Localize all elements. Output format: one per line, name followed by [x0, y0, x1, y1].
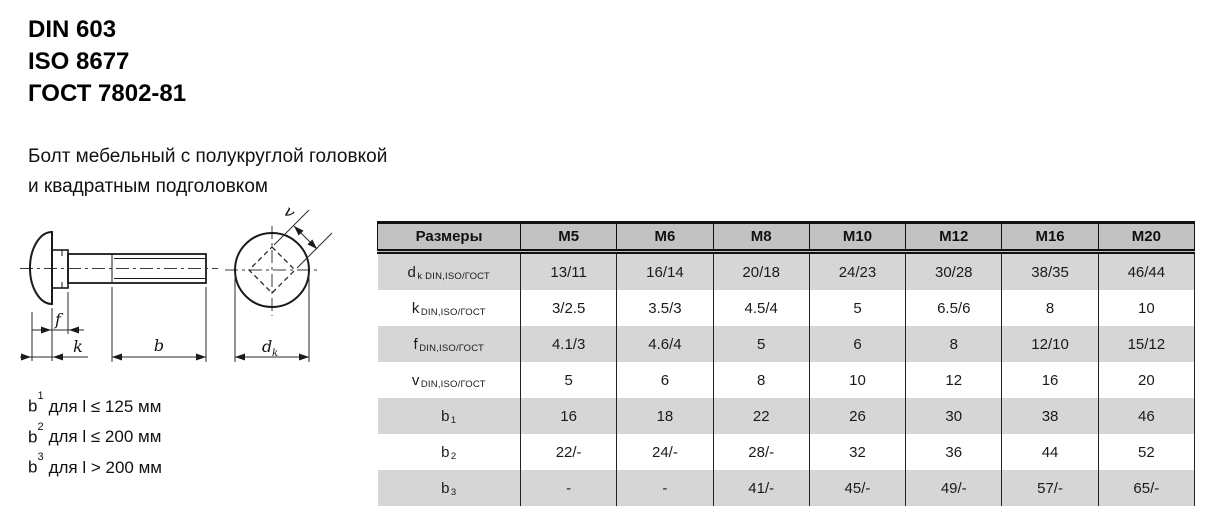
row-label: k DIN,ISO/ГОСТ — [377, 290, 521, 326]
column-header-m6: M6 — [616, 221, 714, 254]
dimension-cell: 41/- — [713, 470, 810, 506]
dimension-cell: 36 — [905, 434, 1003, 470]
dimension-cell: 4.6/4 — [616, 326, 714, 362]
dimension-cell: 24/23 — [809, 251, 907, 290]
column-header-m5: M5 — [520, 221, 618, 254]
dimension-cell: 46/44 — [1098, 251, 1196, 290]
footnote-b3: b3для l > 200 мм — [28, 451, 162, 477]
dimension-cell: 13/11 — [520, 251, 618, 290]
dimension-cell: 16 — [520, 398, 618, 434]
dimension-cell: 38 — [1001, 398, 1099, 434]
column-header-sizes: Размеры — [377, 221, 521, 254]
table-row: v DIN,ISO/ГОСТ 5 6 8 10 12 16 20 — [377, 362, 1196, 398]
standard-iso: ISO 8677 — [28, 48, 130, 75]
dimension-cell: 8 — [713, 362, 810, 398]
standard-gost: ГОСТ 7802-81 — [28, 80, 187, 107]
table-header-row: Размеры M5 M6 M8 M10 M12 M16 M20 — [377, 221, 1196, 254]
column-header-m8: M8 — [713, 221, 810, 254]
dimension-cell: 3/2.5 — [520, 290, 618, 326]
dim-label-f: f — [54, 310, 64, 329]
dimension-cell: 45/- — [809, 470, 907, 506]
dimension-cell: 44 — [1001, 434, 1099, 470]
dimension-cell: 24/- — [616, 434, 714, 470]
dimension-cell: 38/35 — [1001, 251, 1099, 290]
dimension-cell: 46 — [1098, 398, 1196, 434]
dimension-cell: 4.1/3 — [520, 326, 618, 362]
dimension-cell: 22 — [713, 398, 810, 434]
dimension-cell: 18 — [616, 398, 714, 434]
footnote-b1: b1для l ≤ 125 мм — [28, 390, 162, 416]
standard-din: DIN 603 — [28, 16, 117, 43]
dimension-cell: 6 — [809, 326, 907, 362]
bolt-side-view — [20, 230, 218, 362]
table-row: f DIN,ISO/ГОСТ 4.1/3 4.6/4 5 6 8 12/10 15/12 — [377, 326, 1196, 362]
dimension-cell: 8 — [1001, 290, 1099, 326]
dimension-cell: 5 — [809, 290, 907, 326]
footnote-b2: b2для l ≤ 200 мм — [28, 420, 162, 447]
table-row: k DIN,ISO/ГОСТ 3/2.5 3.5/3 4.5/4 5 6.5/6 8 10 — [377, 290, 1196, 326]
product-title-line1: Болт мебельный с полукруглой головкой — [28, 146, 388, 167]
bolt-head-view — [225, 209, 333, 362]
dimension-cell: 30/28 — [905, 251, 1003, 290]
dimension-cell: 12/10 — [1001, 326, 1099, 362]
column-header-m20: M20 — [1098, 221, 1196, 254]
dimension-cell: 8 — [905, 326, 1003, 362]
table-row: b 3- -41/- 45/- 49/- 57/- 65/- — [377, 470, 1196, 506]
dimension-cell: 4.5/4 — [713, 290, 810, 326]
dimension-cell: 20 — [1098, 362, 1196, 398]
dimension-cell: - — [616, 470, 714, 506]
dimension-cell: 26 — [809, 398, 907, 434]
dimension-cell: 65/- — [1098, 470, 1196, 506]
dimension-cell: 52 — [1098, 434, 1196, 470]
dimension-cell: 57/- — [1001, 470, 1099, 506]
dimension-cell: 16 — [1001, 362, 1099, 398]
table-row: b 2 22/- 24/- 28/- 32 36 44 52 — [377, 434, 1196, 470]
dimension-cell: 28/- — [713, 434, 810, 470]
dimension-cell: 16/14 — [616, 251, 714, 290]
dimension-cell: 6 — [616, 362, 714, 398]
column-header-m16: M16 — [1001, 221, 1099, 254]
row-label: v DIN,ISO/ГОСТ — [377, 362, 521, 398]
dimension-cell: 5 — [520, 362, 618, 398]
standards-block: DIN 603 ISO 8677 ГОСТ 7802-81 — [28, 14, 186, 110]
dimension-cell: 5 — [713, 326, 810, 362]
footnotes-block: b1для l ≤ 125 мм b2для l ≤ 200 мм b3для … — [28, 389, 162, 481]
dimension-cell: - — [520, 470, 618, 506]
dim-label-v: v — [280, 202, 299, 222]
dim-label-b: b — [154, 336, 164, 355]
dimension-cell: 32 — [809, 434, 907, 470]
dimension-cell: 15/12 — [1098, 326, 1196, 362]
dimension-cell: 6.5/6 — [905, 290, 1003, 326]
dim-label-dk-sub: k — [272, 348, 278, 359]
dimension-cell: 3.5/3 — [616, 290, 714, 326]
dimension-cell: 30 — [905, 398, 1003, 434]
table-row: b 1 16 18 22 26 30 38 46 — [377, 398, 1196, 434]
dim-label-k: k — [73, 337, 83, 356]
dimension-cell: 20/18 — [713, 251, 810, 290]
row-label: f DIN,ISO/ГОСТ — [377, 326, 521, 362]
product-title: Болт мебельный с полукруглой головкой и … — [28, 142, 387, 202]
dimension-cell: 10 — [809, 362, 907, 398]
column-header-m10: M10 — [809, 221, 907, 254]
column-header-m12: M12 — [905, 221, 1003, 254]
dimension-cell: 22/- — [520, 434, 618, 470]
dim-label-dk: d — [262, 337, 272, 356]
dimension-cell: 10 — [1098, 290, 1196, 326]
dimension-cell: 49/- — [905, 470, 1003, 506]
product-title-line2: и квадратным подголовком — [28, 176, 268, 197]
dimension-cell: 12 — [905, 362, 1003, 398]
